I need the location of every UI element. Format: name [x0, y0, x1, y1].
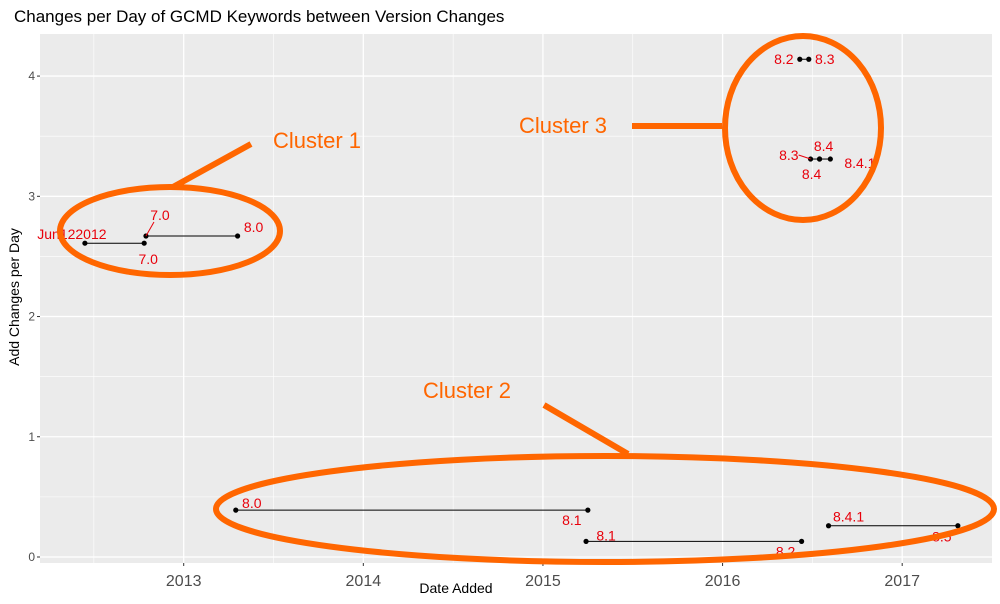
version-point: [825, 523, 832, 529]
version-point: [82, 240, 88, 246]
x-tick-label: 2013: [166, 573, 202, 590]
point-label: 7.0: [150, 207, 170, 223]
x-axis-title: Date Added: [419, 580, 492, 596]
point-label: 8.3: [779, 147, 799, 163]
chart-title: Changes per Day of GCMD Keywords between…: [14, 7, 504, 26]
cluster-2-ellipse: [213, 453, 997, 565]
point-label: 7.0: [138, 251, 158, 267]
version-point: [816, 156, 823, 162]
label-leader-line: [798, 154, 811, 160]
cluster-3-ellipse: [722, 33, 884, 223]
cluster-2-pointer: [542, 402, 630, 457]
y-tick-label: 2: [28, 310, 35, 324]
y-tick-label: 1: [28, 430, 35, 444]
point-label: Jun122012: [37, 226, 107, 242]
y-tick-label: 0: [28, 550, 35, 564]
x-axis-ticks: 2013 2014 2015 2016 2017: [166, 563, 920, 590]
version-point: [799, 538, 805, 544]
cluster-2-label: Cluster 2: [423, 378, 511, 403]
version-segments: [84, 58, 958, 542]
version-point: [806, 56, 812, 62]
major-gridlines: [40, 34, 992, 563]
point-label: 8.4: [814, 138, 834, 154]
x-tick-label: 2015: [525, 573, 561, 590]
y-axis-ticks: 0 1 2 3 4: [28, 69, 40, 564]
point-label: 8.3: [815, 51, 835, 67]
point-label: 8.0: [244, 219, 264, 235]
y-tick-label: 3: [28, 189, 35, 203]
cluster-3-label: Cluster 3: [519, 113, 607, 138]
point-label: 8.4.1: [844, 155, 875, 171]
version-point: [827, 156, 833, 162]
version-point: [233, 507, 239, 513]
point-label: 8.1: [562, 512, 582, 528]
cluster-1-label: Cluster 1: [273, 128, 361, 153]
cluster-1-ellipse: [57, 184, 283, 278]
y-axis-title: Add Changes per Day: [6, 228, 22, 366]
plot-panel: [40, 34, 992, 563]
cluster-annotations: Cluster 1 Cluster 2 Cluster 3: [57, 33, 997, 565]
cluster-1-pointer: [171, 141, 253, 190]
point-labels: Jun122012 7.0 7.0 8.0 8.0 8.1 8.1 8.2 8.…: [37, 51, 952, 559]
version-point: [955, 523, 961, 529]
point-label: 8.1: [596, 527, 616, 543]
point-label: 8.4: [802, 166, 822, 182]
version-point: [141, 240, 147, 246]
version-point: [807, 156, 814, 162]
version-point: [797, 56, 803, 62]
version-points: [82, 56, 961, 544]
point-label: 8.4.1: [833, 509, 864, 525]
version-point: [585, 507, 591, 513]
x-tick-label: 2014: [346, 573, 382, 590]
label-leader-line: [145, 221, 155, 237]
x-tick-label: 2016: [705, 573, 741, 590]
version-point: [583, 538, 589, 544]
point-label: 8.0: [242, 495, 262, 511]
point-label: 8.2: [774, 51, 794, 67]
y-tick-label: 4: [28, 69, 35, 83]
x-tick-label: 2017: [884, 573, 920, 590]
version-point: [234, 233, 241, 239]
minor-gridlines: [40, 34, 992, 563]
